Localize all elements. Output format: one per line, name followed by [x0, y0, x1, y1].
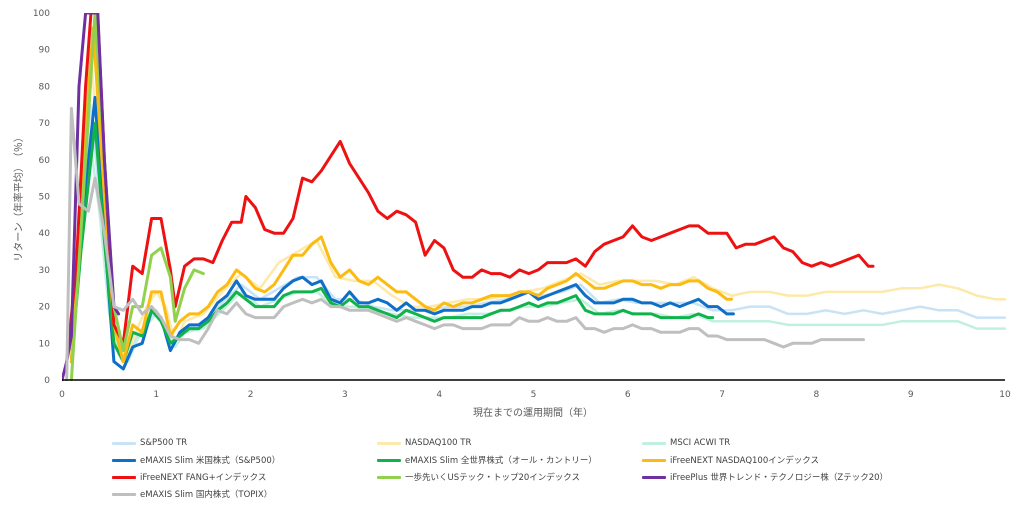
x-tick-label: 5 — [531, 390, 537, 400]
legend-item: eMAXIS Slim 米国株式（S&P500） — [112, 453, 377, 467]
legend-label: iFreeNEXT NASDAQ100インデックス — [670, 456, 819, 466]
line-chart: 0 10 20 30 40 50 60 70 80 90 100 0 1 2 3 4 5 6 7 8 9 10 リターン… — [12, 9, 1011, 419]
y-tick-label: 80 — [39, 82, 51, 92]
legend-label: MSCI ACWI TR — [670, 438, 731, 448]
y-axis-ticks: 0 10 20 30 40 50 60 70 80 90 100 — [33, 9, 50, 386]
y-tick-label: 10 — [39, 339, 51, 349]
series-line-3 — [70, 140, 1006, 363]
series-line-2 — [70, 48, 1006, 363]
x-tick-label: 10 — [999, 390, 1011, 400]
legend-label: S&P500 TR — [140, 438, 188, 448]
legend-item: eMAXIS Slim 国内株式（TOPIX） — [112, 487, 377, 501]
y-axis-label: リターン（年率平均） （％） — [12, 132, 25, 262]
legend-item: iFreeNEXT NASDAQ100インデックス — [642, 453, 907, 467]
y-tick-label: 20 — [39, 303, 51, 313]
legend-label: iFreeNEXT FANG+インデックス — [140, 473, 267, 483]
y-tick-label: 0 — [44, 376, 50, 386]
y-tick-label: 50 — [39, 193, 51, 203]
y-tick-label: 90 — [39, 46, 51, 56]
x-tick-label: 4 — [436, 390, 442, 400]
legend-item: iFreePlus 世界トレンド・テクノロジー株（Zテック20） — [642, 470, 907, 484]
y-tick-label: 60 — [39, 156, 51, 166]
x-tick-label: 1 — [153, 390, 159, 400]
legend-swatch — [377, 441, 401, 445]
series-line-5 — [69, 121, 715, 364]
x-tick-label: 6 — [625, 390, 631, 400]
series-line-9 — [62, 13, 121, 381]
legend-swatch — [377, 458, 401, 462]
x-tick-label: 2 — [248, 390, 254, 400]
legend-swatch — [112, 441, 136, 445]
legend-label: eMAXIS Slim 全世界株式（オール・カントリー） — [405, 456, 597, 466]
legend-swatch — [112, 475, 136, 479]
legend-label: iFreePlus 世界トレンド・テクノロジー株（Zテック20） — [670, 473, 889, 483]
series-line-10 — [65, 106, 865, 381]
legend-swatch — [642, 458, 666, 462]
legend-swatch — [112, 458, 136, 462]
x-tick-label: 8 — [814, 390, 820, 400]
series-line-6 — [69, 26, 733, 364]
y-tick-label: 100 — [33, 9, 50, 19]
legend-item: NASDAQ100 TR — [377, 436, 642, 450]
legend-label: NASDAQ100 TR — [405, 438, 472, 448]
y-tick-label: 70 — [39, 119, 51, 129]
legend-label: eMAXIS Slim 国内株式（TOPIX） — [140, 490, 273, 500]
legend-swatch — [642, 475, 666, 479]
legend-label: eMAXIS Slim 米国株式（S&P500） — [140, 456, 281, 466]
legend: S&P500 TR NASDAQ100 TR MSCI ACWI TR eMAXIS … — [112, 436, 942, 501]
y-tick-label: 40 — [39, 229, 51, 239]
x-tick-label: 7 — [719, 390, 725, 400]
legend-item: eMAXIS Slim 全世界株式（オール・カントリー） — [377, 453, 642, 467]
legend-item: iFreeNEXT FANG+インデックス — [112, 470, 377, 484]
y-tick-label: 30 — [39, 266, 51, 276]
x-tick-label: 9 — [908, 390, 914, 400]
series-layer — [62, 13, 1006, 381]
legend-swatch — [642, 441, 666, 445]
x-tick-label: 3 — [342, 390, 348, 400]
legend-item: S&P500 TR — [112, 436, 377, 450]
legend-label: 一歩先いくUSテック・トップ20インデックス — [405, 473, 581, 483]
x-axis-ticks: 0 1 2 3 4 5 6 7 8 9 10 — [59, 390, 1011, 400]
x-tick-label: 0 — [59, 390, 65, 400]
series-line-4 — [69, 95, 735, 371]
x-axis-label: 現在までの運用期間（年） — [473, 406, 593, 419]
series-line-7 — [65, 13, 875, 364]
legend-item: MSCI ACWI TR — [642, 436, 907, 450]
legend-item: 一歩先いくUSテック・トップ20インデックス — [377, 470, 642, 484]
legend-swatch — [112, 492, 136, 496]
legend-swatch — [377, 475, 401, 479]
